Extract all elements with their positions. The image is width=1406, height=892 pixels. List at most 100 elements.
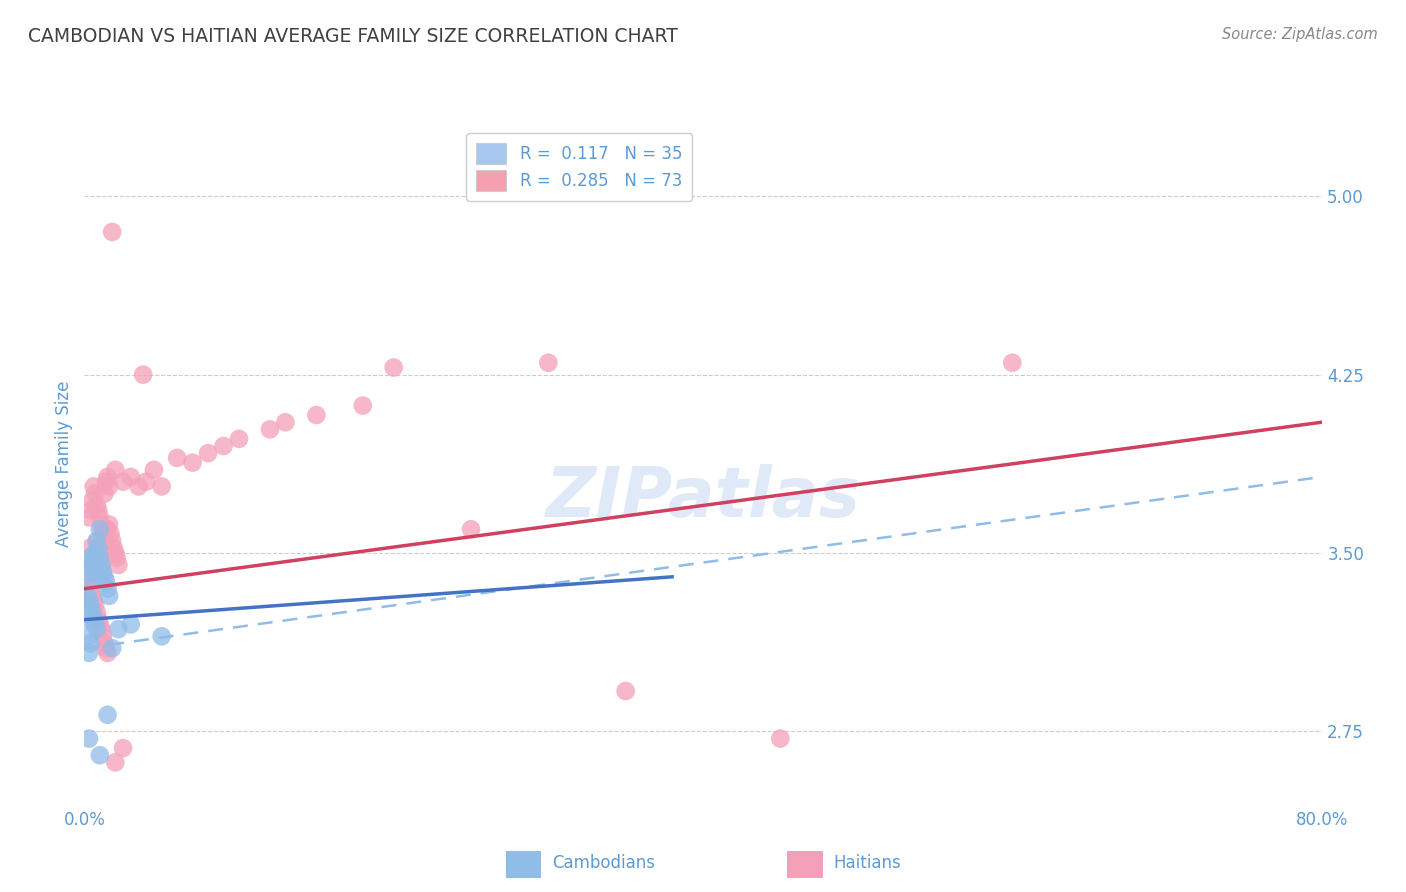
- Point: [94, 574, 117, 589]
- Point: [87, 613, 110, 627]
- Point: [82, 606, 104, 620]
- Point: [77, 593, 100, 607]
- Point: [769, 731, 792, 746]
- Point: [86, 534, 108, 549]
- Point: [89, 510, 111, 524]
- Point: [77, 613, 100, 627]
- Point: [83, 593, 105, 607]
- Point: [132, 368, 155, 382]
- Point: [83, 613, 105, 627]
- Point: [143, 463, 166, 477]
- Point: [77, 731, 100, 746]
- Point: [87, 503, 110, 517]
- Point: [101, 225, 124, 239]
- Point: [100, 527, 122, 541]
- Point: [86, 606, 108, 620]
- Point: [84, 486, 107, 500]
- Point: [181, 456, 204, 470]
- Point: [1001, 356, 1024, 370]
- Point: [83, 565, 105, 579]
- Point: [77, 550, 100, 565]
- Point: [97, 522, 120, 536]
- Point: [105, 550, 128, 565]
- Point: [82, 560, 104, 574]
- Point: [82, 558, 104, 572]
- Point: [382, 360, 405, 375]
- Point: [90, 517, 112, 532]
- Point: [103, 541, 125, 556]
- Text: ZIPatlas: ZIPatlas: [546, 464, 860, 532]
- Text: Cambodians: Cambodians: [553, 855, 655, 872]
- Point: [89, 550, 111, 565]
- Point: [79, 556, 101, 570]
- Point: [84, 546, 107, 560]
- Point: [77, 574, 100, 589]
- Point: [259, 422, 281, 436]
- Point: [93, 486, 115, 500]
- Point: [107, 558, 129, 572]
- Point: [460, 522, 482, 536]
- Point: [94, 641, 117, 656]
- Point: [94, 534, 117, 549]
- Point: [112, 741, 135, 756]
- Point: [91, 565, 114, 579]
- Point: [79, 582, 101, 596]
- Point: [97, 646, 120, 660]
- Point: [98, 517, 121, 532]
- Point: [77, 629, 100, 643]
- Point: [79, 550, 101, 565]
- Point: [98, 589, 121, 603]
- Point: [104, 463, 127, 477]
- Point: [82, 589, 104, 603]
- Point: [77, 541, 100, 556]
- Point: [89, 550, 111, 565]
- Point: [98, 479, 121, 493]
- Point: [101, 641, 124, 656]
- Point: [537, 356, 560, 370]
- Point: [86, 534, 108, 549]
- Point: [90, 622, 112, 636]
- Text: Haitians: Haitians: [834, 855, 901, 872]
- Point: [87, 541, 110, 556]
- Point: [104, 546, 127, 560]
- Point: [89, 748, 111, 763]
- Point: [79, 636, 101, 650]
- Point: [107, 622, 129, 636]
- Point: [614, 684, 637, 698]
- Point: [274, 415, 297, 429]
- Point: [93, 636, 115, 650]
- Point: [104, 756, 127, 770]
- Point: [84, 570, 107, 584]
- Point: [91, 522, 114, 536]
- Point: [135, 475, 157, 489]
- Point: [101, 534, 124, 549]
- Point: [90, 558, 112, 572]
- Point: [89, 522, 111, 536]
- Point: [352, 399, 374, 413]
- Point: [83, 479, 105, 493]
- Point: [82, 493, 104, 508]
- Point: [120, 470, 142, 484]
- Point: [305, 408, 328, 422]
- Point: [228, 432, 250, 446]
- Point: [86, 622, 108, 636]
- Point: [77, 510, 100, 524]
- Point: [120, 617, 142, 632]
- Point: [93, 570, 115, 584]
- Point: [93, 527, 115, 541]
- Point: [197, 446, 219, 460]
- Point: [97, 470, 120, 484]
- Point: [77, 646, 100, 660]
- Point: [84, 599, 107, 613]
- Point: [76, 589, 98, 603]
- Point: [87, 546, 110, 560]
- Legend: R =  0.117   N = 35, R =  0.285   N = 73: R = 0.117 N = 35, R = 0.285 N = 73: [467, 133, 692, 201]
- Point: [91, 629, 114, 643]
- Point: [76, 599, 98, 613]
- Point: [84, 617, 107, 632]
- Point: [97, 707, 120, 722]
- Point: [86, 499, 108, 513]
- Point: [212, 439, 235, 453]
- Point: [97, 582, 120, 596]
- Point: [89, 617, 111, 632]
